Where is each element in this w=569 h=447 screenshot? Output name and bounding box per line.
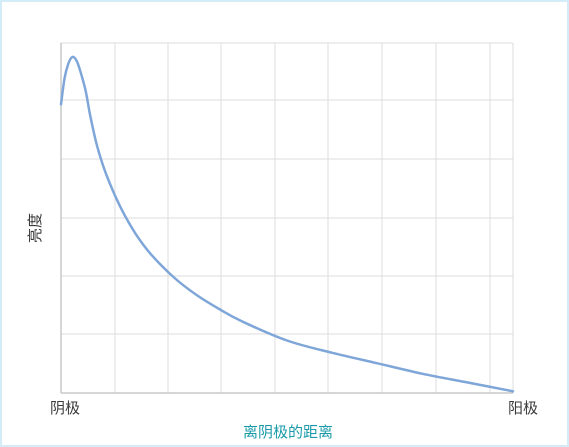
x-tick-label-cathode: 阴极 bbox=[50, 399, 80, 417]
x-axis-label: 离阴极的距离 bbox=[243, 423, 333, 441]
x-tick-label-anode: 阳极 bbox=[508, 399, 538, 417]
y-axis-label: 亮度 bbox=[26, 213, 44, 243]
series-line bbox=[59, 55, 515, 393]
